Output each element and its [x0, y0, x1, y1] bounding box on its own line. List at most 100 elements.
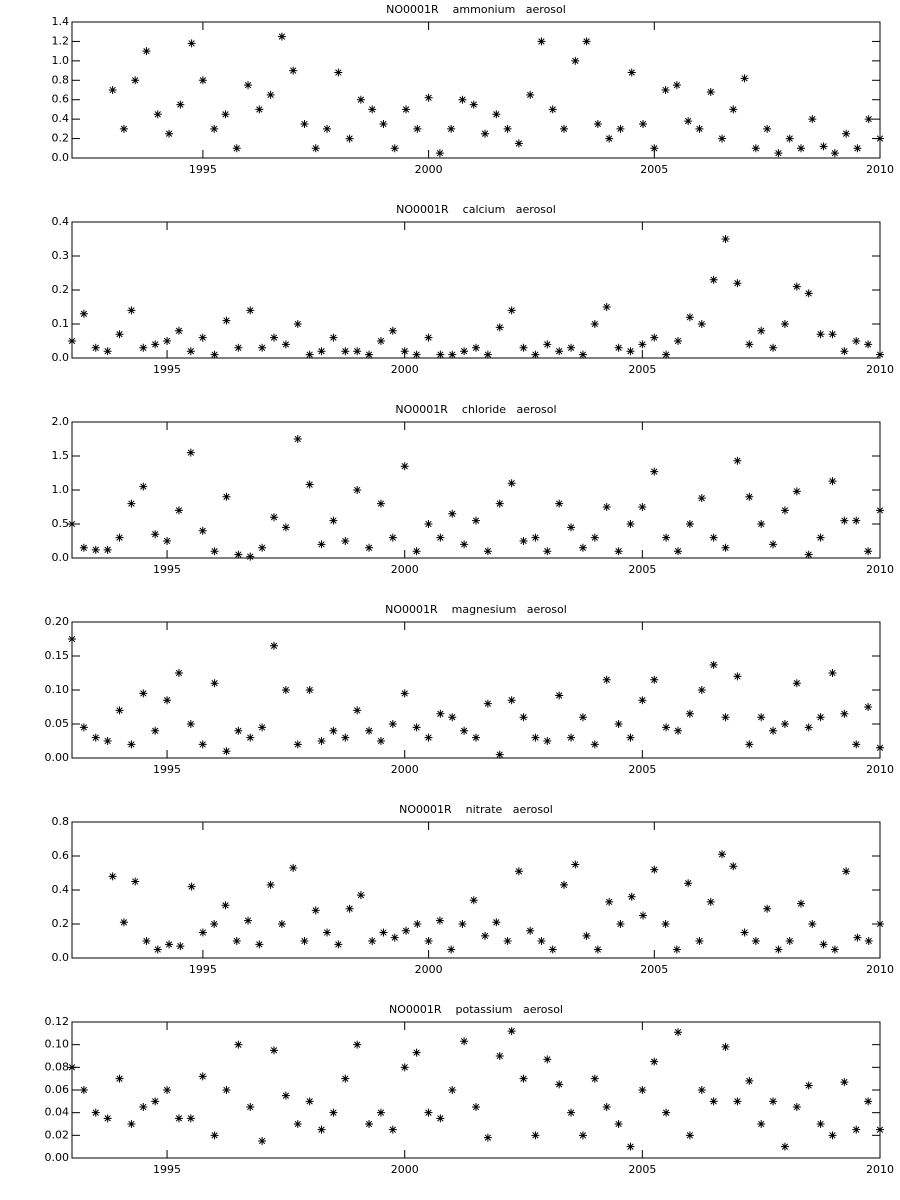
x-tick-label: 2000 — [391, 563, 419, 576]
y-tick-label: 1.2 — [52, 34, 70, 47]
data-point — [458, 95, 467, 104]
y-tick-label: 0.2 — [52, 283, 70, 296]
y-tick-label: 0.04 — [45, 1106, 70, 1119]
data-point — [388, 533, 397, 542]
data-point — [531, 533, 540, 542]
data-point — [685, 520, 694, 528]
data-point — [674, 1028, 682, 1037]
data-point — [210, 124, 219, 133]
y-tick-label: 1.5 — [52, 449, 70, 462]
data-point — [785, 937, 794, 945]
data-point — [412, 350, 421, 359]
data-point — [329, 726, 338, 735]
data-point — [593, 120, 602, 128]
data-point — [198, 526, 207, 535]
data-point — [127, 740, 136, 749]
data-point — [255, 105, 264, 114]
data-point — [163, 337, 172, 345]
data-point — [626, 733, 635, 742]
data-point — [329, 1108, 338, 1117]
y-tick-label: 0.4 — [52, 112, 70, 125]
data-point — [305, 350, 314, 359]
data-point — [567, 343, 576, 352]
data-point — [853, 144, 862, 153]
data-point — [210, 1131, 219, 1140]
data-point — [277, 920, 286, 928]
data-point — [852, 1125, 861, 1134]
data-point — [519, 343, 528, 352]
data-point — [413, 920, 422, 928]
data-point — [435, 916, 444, 925]
data-point — [365, 1120, 374, 1128]
data-point — [412, 723, 421, 732]
data-point — [780, 506, 789, 515]
data-point — [376, 499, 385, 508]
data-point — [721, 1042, 730, 1051]
data-point — [127, 306, 136, 315]
data-point — [142, 937, 151, 945]
data-point — [769, 540, 778, 549]
data-point — [816, 330, 825, 339]
data-point — [780, 320, 789, 328]
data-point — [709, 533, 718, 542]
data-point — [365, 350, 374, 359]
data-point — [840, 516, 849, 525]
x-tick-label: 2005 — [640, 963, 668, 976]
data-point — [289, 66, 298, 75]
data-point — [780, 720, 789, 728]
data-point — [543, 737, 552, 745]
y-tick-label: 1.0 — [52, 54, 70, 67]
data-point — [317, 347, 326, 356]
data-point — [244, 916, 253, 925]
data-point — [222, 747, 231, 756]
data-point — [672, 945, 681, 954]
y-tick-label: 0.10 — [45, 1038, 70, 1051]
data-point — [639, 120, 648, 128]
data-point — [258, 543, 267, 552]
data-point — [186, 720, 195, 728]
data-point — [674, 337, 682, 345]
data-point — [605, 897, 614, 906]
data-point — [797, 899, 806, 908]
data-point — [709, 275, 718, 284]
x-tick-label: 2005 — [640, 163, 668, 176]
data-point — [697, 494, 706, 503]
data-point — [68, 520, 76, 528]
data-point — [543, 1055, 552, 1064]
data-point — [234, 343, 243, 352]
data-point — [244, 81, 253, 90]
x-tick-label: 2005 — [628, 363, 656, 376]
data-point — [353, 486, 362, 494]
data-point — [733, 1097, 742, 1106]
panel-title: NO0001R chloride aerosol — [395, 403, 556, 416]
data-point — [379, 120, 388, 128]
y-tick-label: 0.02 — [45, 1128, 70, 1141]
data-point — [345, 904, 354, 913]
data-point — [139, 689, 148, 698]
data-point — [662, 533, 671, 542]
x-tick-label: 1995 — [153, 763, 181, 776]
data-point — [131, 76, 140, 85]
data-point — [187, 39, 196, 48]
data-point — [329, 516, 338, 525]
data-point — [186, 347, 195, 356]
data-point — [221, 110, 230, 119]
data-point — [317, 1125, 326, 1134]
data-point — [830, 149, 839, 158]
data-point — [483, 350, 492, 359]
data-point — [495, 499, 504, 508]
data-point — [840, 1078, 849, 1087]
data-point — [639, 911, 648, 920]
data-point — [483, 699, 492, 708]
data-point — [769, 726, 778, 735]
data-point — [368, 937, 377, 945]
data-point — [674, 726, 682, 735]
data-point — [435, 149, 444, 158]
data-point — [830, 945, 839, 954]
data-point — [560, 124, 569, 133]
y-tick-label: 0.08 — [45, 1060, 70, 1073]
data-point — [483, 1133, 492, 1142]
data-point — [165, 129, 174, 138]
x-tick-label: 2010 — [866, 163, 894, 176]
data-point — [258, 1137, 267, 1145]
